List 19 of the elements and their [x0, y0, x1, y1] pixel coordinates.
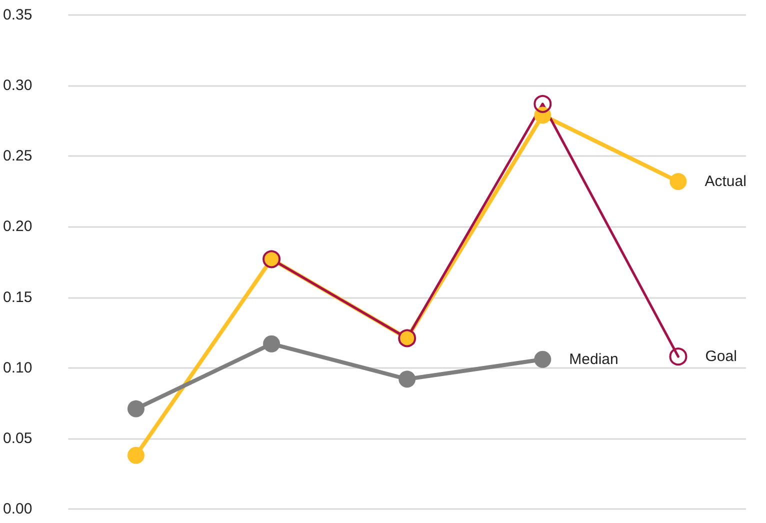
y-tick-label: 0.30 — [2, 77, 32, 94]
point — [263, 335, 280, 352]
y-tick-label: 0.35 — [2, 6, 32, 24]
series-label: Actual — [704, 173, 746, 190]
y-tick-label: 0.05 — [2, 430, 32, 447]
y-tick-label: 0.25 — [2, 148, 32, 165]
point — [534, 94, 552, 113]
point — [127, 400, 144, 418]
point — [127, 446, 144, 464]
point — [669, 348, 688, 366]
y-tick-label: 0.20 — [2, 218, 32, 236]
series-label: Goal — [705, 348, 737, 366]
point — [534, 350, 552, 368]
y-tick-label: 0.15 — [2, 288, 32, 306]
y-tick-label: 0.10 — [2, 359, 32, 376]
point — [398, 370, 416, 388]
point — [670, 173, 687, 190]
y-tick-label: 0.00 — [2, 500, 32, 518]
series-label: Median — [569, 350, 618, 368]
